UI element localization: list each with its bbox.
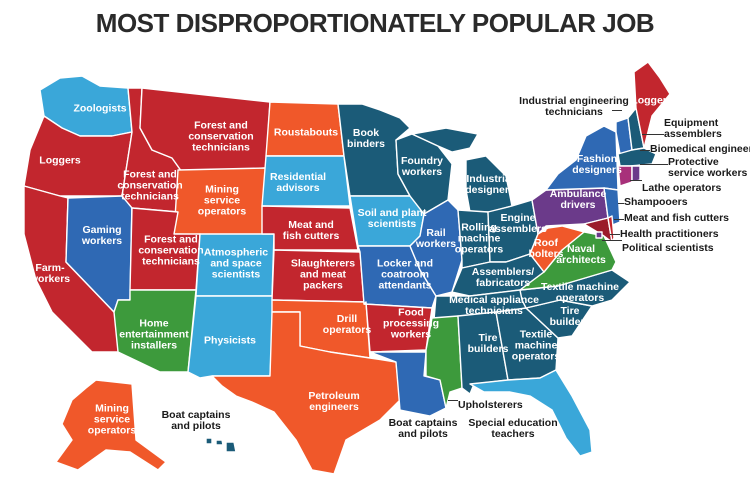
label-wv: Roof bolters [528, 237, 564, 260]
state-mi[interactable] [411, 127, 479, 153]
leader-ri [640, 164, 668, 165]
label-nv: Gaming workers [81, 224, 123, 247]
callout-de: Meat and fish cutters [624, 212, 730, 224]
label-me: Loggers [631, 94, 673, 107]
label-nc: Textile machine operators [540, 281, 620, 304]
leader-de [614, 219, 624, 220]
map-title: MOST DISPROPORTIONATELY POPULAR JOB [95, 8, 655, 38]
label-nd: Roustabouts [273, 126, 339, 139]
label-az: Home entertainment installers [119, 317, 189, 352]
label-ca: Farm-workers [29, 262, 71, 285]
label-mn: Book binders [347, 127, 385, 150]
state-ca[interactable] [23, 185, 127, 353]
label-sd: Residential advisors [269, 171, 327, 194]
state-hi-1[interactable] [205, 437, 213, 445]
label-id: Forest and conservation technicians [117, 168, 183, 203]
callout-ri: Protective service workers [668, 156, 748, 179]
callout-ma: Biomedical engineers [650, 143, 750, 155]
state-il[interactable] [409, 199, 463, 297]
label-il: Rail workers [415, 227, 457, 250]
label-tn: Medical appliance technicians [449, 294, 539, 317]
label-sc: Tire builders [549, 305, 591, 328]
label-pa: Ambulance drivers [549, 188, 607, 211]
label-nm: Physicists [204, 334, 256, 347]
label-or: Loggers [39, 154, 81, 167]
leader-dc [602, 240, 622, 241]
label-ok: Drill operators [322, 313, 372, 336]
callout-dc: Political scientists [622, 242, 714, 254]
state-nj[interactable] [603, 187, 621, 227]
state-me[interactable] [633, 61, 671, 149]
callout-hi: Boat captains and pilots [161, 409, 231, 432]
label-ar: Food processing workers [382, 306, 440, 341]
state-sd[interactable] [261, 155, 351, 207]
leader-vt [612, 110, 622, 111]
leader-nh [642, 134, 664, 135]
label-ia: Soil and plant scientists [357, 207, 427, 230]
callout-fl: Special education teachers [468, 417, 558, 440]
label-in: Rolling machine operators [454, 221, 504, 256]
label-al: Tire builders [467, 332, 509, 355]
label-ny: Fashion designers [572, 153, 622, 176]
label-mt: Forest and conservation technicians [188, 119, 254, 154]
callout-la: Boat captains and pilots [388, 417, 458, 440]
callout-ct: Lathe operators [642, 182, 722, 194]
leader-ma [640, 150, 650, 151]
callout-nh: Equipment assemblers [664, 117, 722, 140]
state-ak[interactable] [55, 379, 167, 471]
label-mi: Industrial designers [465, 173, 515, 196]
leader-ct [630, 180, 642, 181]
callout-vt: Industrial engineering technicians [519, 95, 629, 118]
state-dc[interactable] [595, 231, 603, 239]
label-wa: Zoologists [73, 102, 127, 115]
label-tx: Petroleum engineers [308, 390, 360, 413]
label-ne: Meat and fish cutters [282, 219, 340, 242]
label-wi: Foundry workers [401, 155, 443, 178]
callout-md: Health practitioners [620, 228, 719, 240]
label-wy: Mining service operators [197, 183, 247, 218]
leader-nj [618, 203, 624, 204]
state-ar[interactable] [363, 301, 433, 353]
label-ak: Mining service operators [87, 402, 137, 437]
callout-ms: Upholsterers [458, 399, 523, 411]
leader-ms [448, 400, 458, 401]
state-tx[interactable] [211, 311, 401, 475]
leader-md [610, 234, 620, 235]
label-oh: Engine assemblers [489, 212, 547, 235]
label-co: Atmospheric and space scientists [203, 246, 269, 281]
label-mo: Locker and coatroom attendants [376, 257, 434, 292]
label-ky: Assemblers/fabricators [471, 266, 535, 289]
state-fl[interactable] [469, 369, 593, 457]
label-ut: Forest and conservation technicians [138, 233, 204, 268]
label-ks: Slaughterers and meat packers [290, 257, 356, 292]
label-ga: Textile machine operators [511, 328, 561, 363]
state-hi-3[interactable] [225, 441, 237, 453]
state-hi-2[interactable] [215, 439, 224, 446]
callout-nj: Shampooers [624, 196, 688, 208]
label-va: Naval architects [556, 243, 606, 266]
